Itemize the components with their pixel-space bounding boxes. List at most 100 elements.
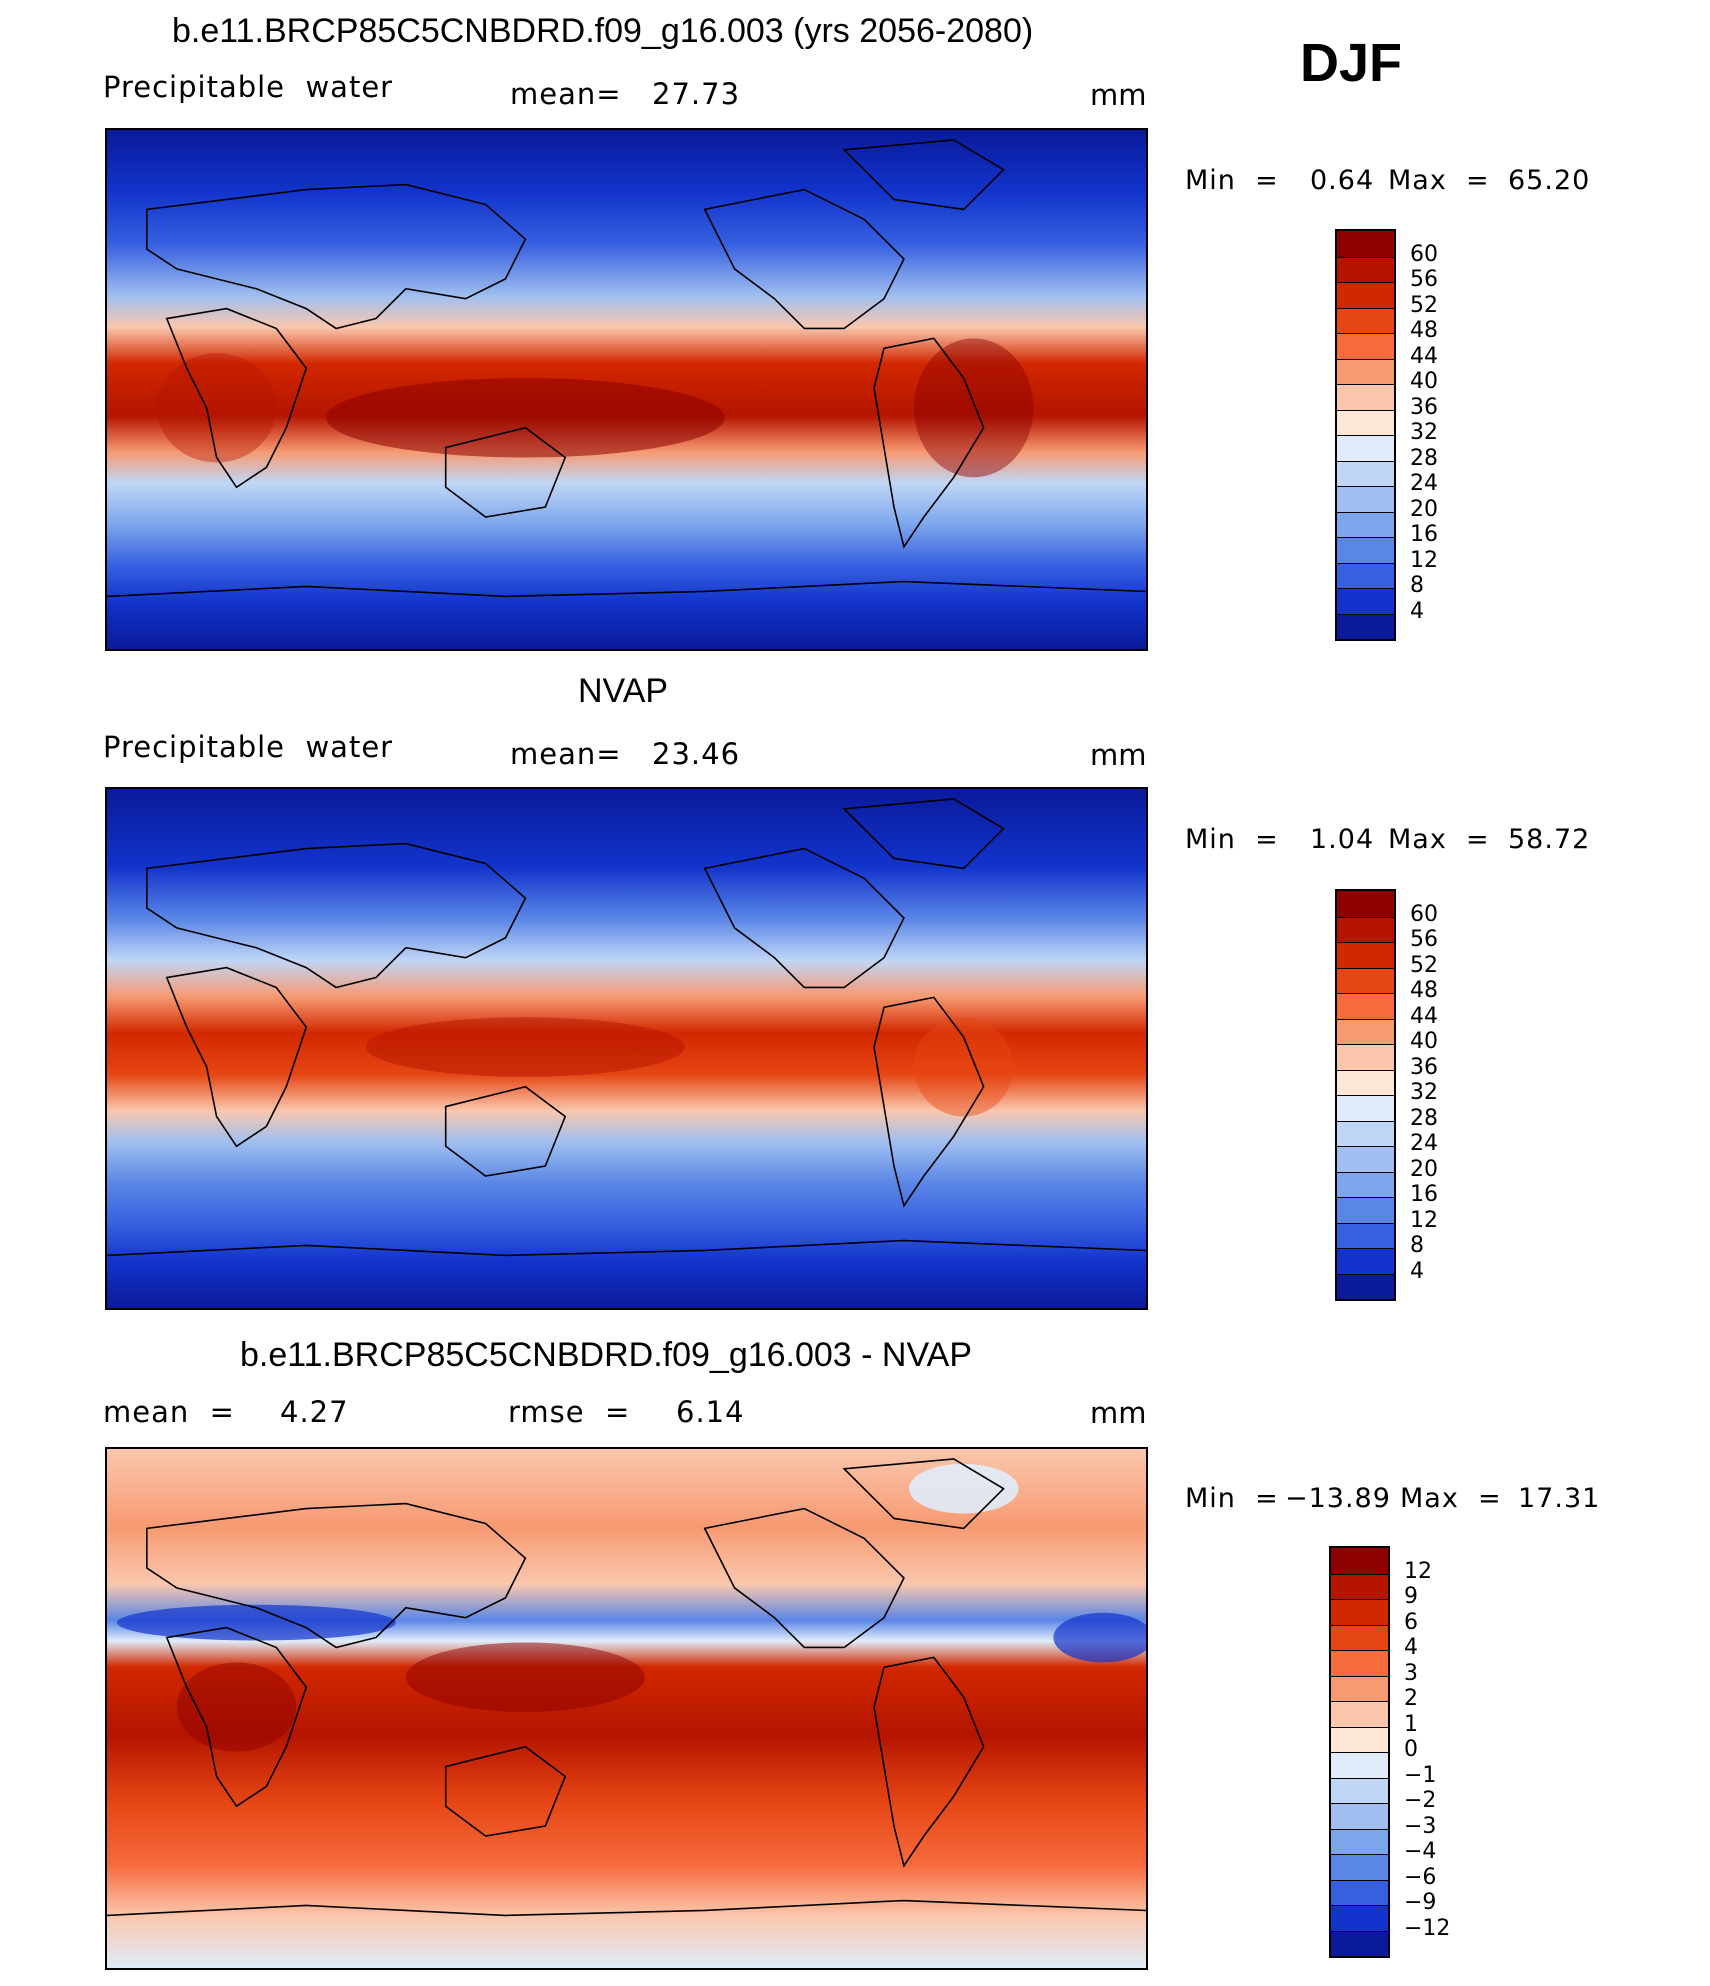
colorbar-tick-label: 0: [1404, 1737, 1418, 1762]
colorbar-segment: [1337, 409, 1394, 435]
colorbar-segment: [1331, 1624, 1388, 1650]
colorbar-tick-label: 40: [1410, 369, 1438, 394]
colorbar-segment: [1337, 307, 1394, 333]
colorbar-tick-label: 36: [1410, 1054, 1438, 1080]
colorbar-segment: [1331, 1854, 1388, 1880]
colorbar-segment: [1331, 1650, 1388, 1676]
colorbar-tick-label: 12: [1404, 1558, 1432, 1584]
panel-3-rmse-value: 6.14: [676, 1395, 745, 1429]
panel-2-variable-label: Precipitable water: [103, 730, 394, 764]
colorbar-segment: [1337, 1095, 1394, 1121]
colorbar-segment: [1331, 1879, 1388, 1905]
colorbar-tick-label: 28: [1410, 445, 1438, 471]
colorbar-segment: [1331, 1803, 1388, 1829]
colorbar-segment: [1337, 1120, 1394, 1146]
colorbar-segment: [1337, 588, 1394, 614]
colorbar-segment: [1337, 537, 1394, 563]
panel-3-map: [105, 1447, 1148, 1970]
colorbar-segment: [1337, 1171, 1394, 1197]
colorbar-tick-label: 4: [1410, 598, 1424, 624]
panel-2-max-value: 58.72: [1508, 824, 1591, 855]
colorbar-tick-label: 4: [1404, 1635, 1418, 1660]
colorbar-segment: [1337, 256, 1394, 282]
colorbar-segment: [1337, 435, 1394, 461]
colorbar-tick-label: 56: [1410, 267, 1438, 292]
colorbar-segment: [1337, 1044, 1394, 1070]
panel-3-map-graphic: [107, 1449, 1146, 1968]
colorbar-segment: [1337, 282, 1394, 308]
panel-3-title: b.e11.BRCP85C5CNBDRD.f09_g16.003 - NVAP: [240, 1336, 972, 1374]
colorbar-tick-label: 4: [1410, 1258, 1424, 1284]
colorbar-segment: [1331, 1701, 1388, 1727]
colorbar-segment: [1337, 562, 1394, 588]
colorbar-tick-label: 48: [1410, 978, 1438, 1003]
colorbar-tick-label: −4: [1404, 1839, 1437, 1864]
panel-2-min-label: Min =: [1185, 824, 1279, 855]
colorbar-tick-label: 60: [1410, 901, 1438, 927]
colorbar-tick-label: −12: [1404, 1915, 1451, 1941]
colorbar-tick-label: 12: [1410, 1207, 1438, 1233]
colorbar-segment: [1331, 1675, 1388, 1701]
colorbar-tick-label: −2: [1404, 1788, 1437, 1813]
panel-3-max-label: Max =: [1400, 1483, 1502, 1514]
panel-3-rmse-label: rmse =: [508, 1395, 631, 1429]
colorbar-segment: [1331, 1777, 1388, 1803]
colorbar-segment: [1337, 1146, 1394, 1172]
colorbar-segment: [1331, 1573, 1388, 1599]
colorbar-segment: [1337, 486, 1394, 512]
panel-1-units: mm: [1090, 78, 1147, 112]
colorbar-segment: [1337, 1222, 1394, 1248]
panel-3-min-label: Min =: [1185, 1483, 1279, 1514]
panel-3-mean-label: mean =: [103, 1395, 235, 1429]
panel-3-mean-value: 4.27: [280, 1395, 349, 1429]
colorbar-tick-label: 44: [1410, 343, 1438, 369]
colorbar-segment: [1331, 1599, 1388, 1625]
panel-2-mean-value: 23.46: [652, 737, 741, 771]
colorbar-segment: [1337, 460, 1394, 486]
colorbar-tick-label: 20: [1410, 496, 1438, 522]
colorbar-segment: [1337, 231, 1394, 257]
colorbar-segment: [1331, 1548, 1388, 1574]
colorbar-segment: [1331, 1752, 1388, 1778]
colorbar-segment: [1337, 333, 1394, 359]
colorbar-segment: [1331, 1726, 1388, 1752]
panel-2-title: NVAP: [578, 672, 669, 710]
colorbar-segment: [1337, 993, 1394, 1019]
panel-3-units: mm: [1090, 1396, 1147, 1430]
colorbar-segment: [1337, 1248, 1394, 1274]
colorbar-tick-label: 32: [1410, 1080, 1438, 1105]
panel-1-map-graphic: [107, 130, 1146, 649]
colorbar-segment: [1337, 967, 1394, 993]
colorbar-tick-label: 36: [1410, 394, 1438, 420]
panel-1-map: [105, 128, 1148, 651]
panel-2-colorbar: [1335, 889, 1396, 1301]
panel-3-colorbar: [1329, 1546, 1390, 1958]
colorbar-tick-label: 56: [1410, 927, 1438, 952]
colorbar-tick-label: 9: [1404, 1584, 1418, 1609]
colorbar-segment: [1331, 1905, 1388, 1931]
panel-1-min-value: 0.64: [1310, 165, 1375, 196]
panel-2-map-graphic: [107, 789, 1146, 1308]
colorbar-tick-label: 44: [1410, 1003, 1438, 1029]
colorbar-tick-label: 3: [1404, 1660, 1418, 1686]
colorbar-segment: [1331, 1930, 1388, 1956]
colorbar-tick-label: 12: [1410, 547, 1438, 573]
colorbar-tick-label: 24: [1410, 1131, 1438, 1156]
colorbar-tick-label: 1: [1404, 1711, 1418, 1737]
colorbar-segment: [1337, 511, 1394, 537]
panel-2-map: [105, 787, 1148, 1310]
colorbar-tick-label: 32: [1410, 420, 1438, 445]
panel-1-min-label: Min =: [1185, 165, 1279, 196]
colorbar-tick-label: −9: [1404, 1890, 1437, 1915]
panel-1-title: b.e11.BRCP85C5CNBDRD.f09_g16.003 (yrs 20…: [172, 12, 1034, 50]
colorbar-segment: [1337, 358, 1394, 384]
colorbar-segment: [1331, 1828, 1388, 1854]
panel-1-colorbar: [1335, 229, 1396, 641]
colorbar-segment: [1337, 613, 1394, 639]
colorbar-tick-label: 24: [1410, 471, 1438, 496]
colorbar-tick-label: 8: [1410, 573, 1424, 598]
colorbar-segment: [1337, 942, 1394, 968]
colorbar-tick-label: 8: [1410, 1233, 1424, 1258]
colorbar-segment: [1337, 1197, 1394, 1223]
colorbar-tick-label: 6: [1404, 1609, 1418, 1635]
